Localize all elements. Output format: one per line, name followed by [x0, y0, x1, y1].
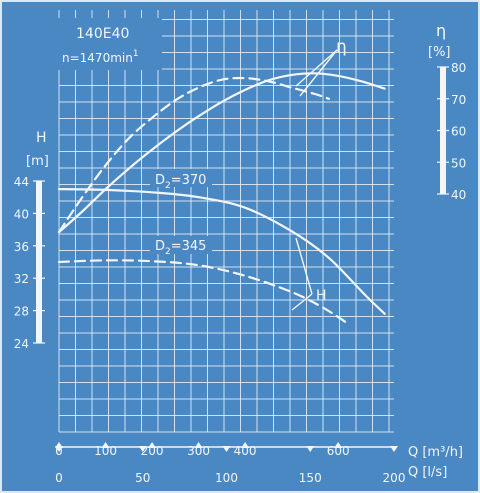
- q-ls-tick-label: 50: [135, 471, 150, 485]
- q-ls-tick-mark: [222, 446, 231, 452]
- eta-axis-unit: [%]: [428, 45, 451, 60]
- series-3-efficiency-curve: [57, 76, 330, 234]
- eta-axis-tick-label: 70: [451, 93, 466, 107]
- head-callout: H: [291, 237, 327, 311]
- efficiency-leader-solid: [295, 49, 338, 87]
- tick-labels: 24 28 32 36 40 44 40 50 60 70 80 0 100 200 300 400 600 0 5…: [14, 61, 467, 485]
- h-axis-tick-label: 36: [14, 240, 29, 254]
- efficiency-curve-label: η: [336, 37, 347, 57]
- q-m3h-axis-label: Q [m³/h]: [408, 445, 463, 460]
- grid: [58, 10, 394, 433]
- label-d345-value: =345: [171, 239, 207, 254]
- title-box: 140E40 n=1470min1: [58, 18, 162, 70]
- label-d345: D2=345: [150, 236, 212, 257]
- q-ls-tick-mark: [138, 446, 147, 452]
- q-ls-tick-mark: [306, 446, 315, 452]
- scale-bars: [33, 66, 449, 452]
- speed-exponent: 1: [133, 49, 139, 59]
- q-ls-tick-label: 150: [299, 471, 322, 485]
- h-axis-bar: [36, 181, 42, 343]
- speed-text: n=1470min: [62, 51, 133, 65]
- q-ls-tick-label: 200: [383, 471, 406, 485]
- label-d370-value: =370: [171, 173, 207, 188]
- efficiency-leader-dashed: [299, 49, 338, 97]
- label-d370-text: D2=370: [155, 173, 206, 191]
- h-axis-tick-label: 24: [14, 337, 29, 351]
- eta-axis-label: η: [436, 21, 446, 40]
- eta-axis-tick-label: 50: [451, 156, 466, 170]
- h-axis-unit: [m]: [26, 154, 49, 169]
- label-d345-subscript: 2: [165, 247, 171, 257]
- q-m3h-tick-label: 0: [55, 444, 63, 458]
- curves: [57, 72, 386, 327]
- chart-title: 140E40: [76, 26, 129, 42]
- efficiency-callout: η: [295, 37, 347, 97]
- q-m3h-tick-mark: [101, 442, 110, 448]
- series-0-head-curve: [57, 188, 386, 315]
- head-curve-label: H: [316, 288, 327, 304]
- label-d370-subscript: 2: [165, 181, 171, 191]
- eta-axis-tick-label: 40: [451, 188, 466, 202]
- h-axis-tick-label: 28: [14, 305, 29, 319]
- q-m3h-tick-label: 300: [187, 444, 210, 458]
- label-d370-background: [150, 169, 212, 187]
- h-axis-label: H: [36, 130, 47, 146]
- q-m3h-tick-label: 400: [234, 444, 257, 458]
- eta-axis-tick-label: 80: [451, 61, 466, 75]
- q-ls-tick-mark: [390, 446, 398, 452]
- eta-axis-tick-label: 60: [451, 125, 466, 139]
- q-ls-axis-label: Q [l/s]: [408, 465, 447, 480]
- label-d345-background: [150, 236, 212, 254]
- q-m3h-tick-label: 200: [141, 444, 164, 458]
- label-d370-symbol: D: [155, 173, 165, 188]
- q-ls-tick-label: 100: [215, 471, 238, 485]
- q-ls-tick-label: 0: [55, 471, 63, 485]
- h-axis-tick-label: 40: [14, 207, 29, 221]
- series-2-efficiency-curve: [57, 72, 386, 234]
- head-leader-upper: [295, 237, 313, 295]
- h-axis-tick-label: 32: [14, 272, 29, 286]
- q-m3h-tick-mark: [334, 442, 343, 448]
- chart-subtitle: n=1470min1: [62, 49, 139, 65]
- h-axis-tick-label: 44: [14, 175, 29, 189]
- label-d370: D2=370: [150, 169, 212, 191]
- q-m3h-tick-mark: [148, 442, 157, 448]
- q-m3h-tick-label: 600: [327, 444, 350, 458]
- label-d345-text: D2=345: [155, 239, 206, 257]
- q-m3h-tick-mark: [194, 442, 203, 448]
- q-m3h-tick-label: 100: [94, 444, 117, 458]
- title-box-background: [58, 18, 162, 70]
- label-d345-symbol: D: [155, 239, 165, 254]
- q-ls-tick-mark: [55, 446, 63, 452]
- head-leader-lower: [291, 293, 313, 311]
- q-m3h-tick-mark: [241, 442, 250, 448]
